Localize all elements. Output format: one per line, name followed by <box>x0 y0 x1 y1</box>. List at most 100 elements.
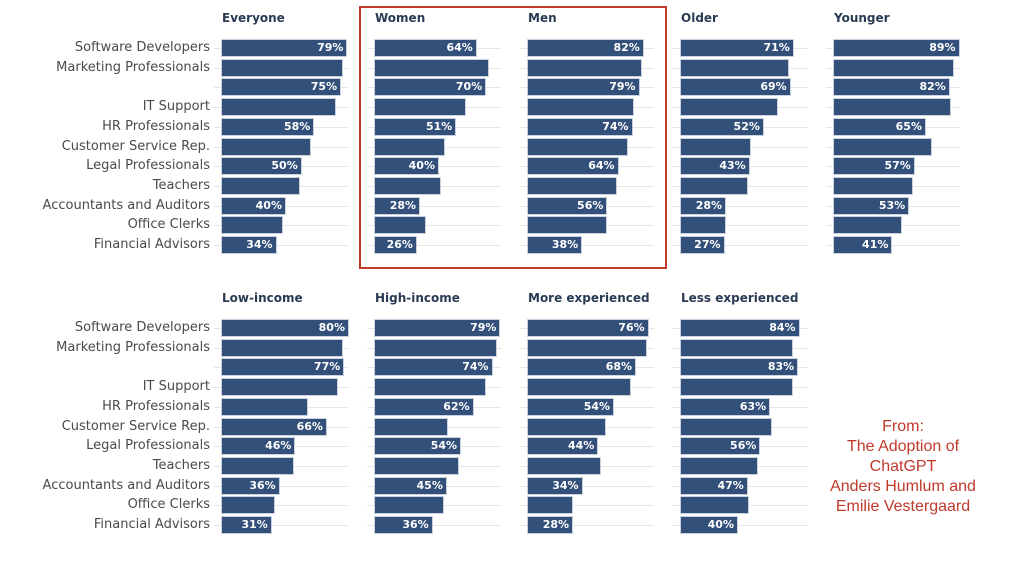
category-label: Teachers <box>152 177 210 193</box>
data-label: 53% <box>878 198 906 212</box>
bar <box>681 477 747 494</box>
panel-title: More experienced <box>528 291 650 305</box>
data-label: 57% <box>884 159 911 173</box>
gridline <box>826 245 960 246</box>
gridline <box>673 225 807 227</box>
data-label: 44% <box>567 439 595 453</box>
bar <box>681 457 757 474</box>
bar <box>834 118 925 135</box>
data-label: 64% <box>446 41 473 54</box>
bar <box>528 359 636 376</box>
bar <box>375 379 486 396</box>
bar <box>681 40 793 56</box>
source-line: Emilie Vestergaard <box>835 498 971 515</box>
bar <box>681 118 763 135</box>
bar <box>222 79 341 96</box>
bar <box>528 517 573 533</box>
bar <box>834 59 953 76</box>
data-label: 62% <box>443 399 470 413</box>
gridline <box>214 245 348 246</box>
gridline <box>673 205 807 207</box>
gridline <box>520 485 654 487</box>
bar <box>681 418 771 435</box>
category-label: IT Support <box>142 379 210 395</box>
bar <box>222 237 276 253</box>
panel-title: Men <box>528 11 557 25</box>
bar <box>375 497 443 514</box>
data-label: 56% <box>577 198 604 212</box>
data-label: 36% <box>249 478 276 492</box>
bar <box>528 418 606 435</box>
data-label: 65% <box>895 119 922 133</box>
data-label: 40% <box>408 159 435 173</box>
category-label: Accountants and Auditors <box>42 477 210 493</box>
panel-title: High-income <box>375 291 460 305</box>
bar <box>222 339 342 356</box>
bar <box>528 398 614 415</box>
bar <box>681 398 770 415</box>
bar <box>681 217 726 234</box>
bar <box>375 438 461 455</box>
panel-title: Younger <box>834 11 890 25</box>
panel-title: Less experienced <box>681 291 799 305</box>
bar <box>222 438 295 455</box>
bar <box>528 99 633 116</box>
bar <box>375 477 446 494</box>
category-label: Marketing Professionals <box>56 339 210 355</box>
category-label: Office Clerks <box>127 497 210 513</box>
bar <box>681 517 737 533</box>
data-label: 26% <box>386 238 413 251</box>
bar <box>681 320 799 336</box>
bar <box>681 158 749 175</box>
bar <box>222 477 279 494</box>
bar <box>375 320 500 336</box>
bar <box>528 477 582 494</box>
bar <box>681 197 726 214</box>
data-label: 40% <box>255 198 282 212</box>
bar <box>528 438 598 455</box>
data-label: 36% <box>402 518 429 531</box>
source-line: ChatGPT <box>869 458 937 475</box>
data-label: 47% <box>717 478 744 492</box>
gridline <box>367 525 501 526</box>
data-label: 66% <box>296 419 323 433</box>
source-annotation: From: The Adoption of ChatGPT Anders Hum… <box>808 417 998 517</box>
bar <box>375 418 448 435</box>
bar <box>375 217 426 234</box>
bar <box>834 40 959 56</box>
bar <box>528 457 601 474</box>
bar <box>375 197 420 214</box>
source-line: From: <box>882 418 924 435</box>
data-label: 77% <box>313 360 341 374</box>
bar <box>681 438 760 455</box>
data-label: 74% <box>462 360 489 374</box>
data-label: 54% <box>430 439 458 453</box>
bar <box>375 457 459 474</box>
source-line: Anders Humlum and <box>830 478 976 495</box>
bar <box>222 197 285 214</box>
bar <box>528 217 607 234</box>
bar <box>375 359 492 376</box>
data-label: 28% <box>542 518 570 531</box>
bar <box>681 177 748 194</box>
bar <box>222 177 300 194</box>
bar <box>375 99 465 116</box>
data-label: 43% <box>719 159 746 173</box>
category-label: Legal Professionals <box>86 438 210 454</box>
bar <box>834 158 914 175</box>
data-label: 79% <box>470 321 497 334</box>
bar <box>681 138 751 155</box>
data-label: 74% <box>602 119 629 133</box>
bar <box>528 197 607 214</box>
category-label: HR Professionals <box>102 398 210 414</box>
gridline <box>367 225 501 227</box>
bar <box>375 118 456 135</box>
bar <box>375 398 473 415</box>
panel-title: Everyone <box>222 11 285 25</box>
bar <box>681 99 778 116</box>
category-label: Software Developers <box>74 320 210 335</box>
category-label: IT Support <box>142 99 210 115</box>
bar <box>528 339 647 356</box>
gridline <box>214 505 348 507</box>
bar <box>375 177 440 194</box>
